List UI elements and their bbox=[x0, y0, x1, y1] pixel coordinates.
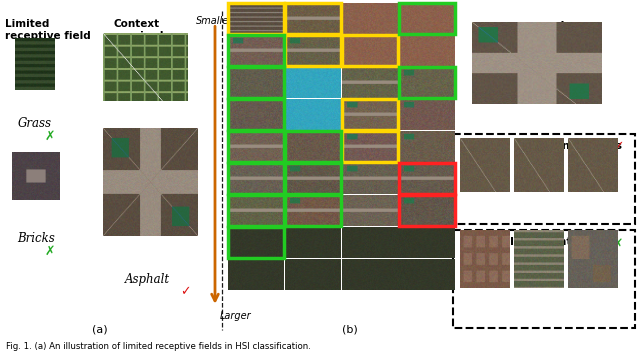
Text: Relevant Tokens: Relevant Tokens bbox=[520, 141, 622, 151]
Text: (a): (a) bbox=[92, 325, 108, 335]
Text: Asphalt: Asphalt bbox=[124, 273, 170, 286]
Text: ✗: ✗ bbox=[45, 130, 55, 143]
Text: ✓: ✓ bbox=[180, 141, 190, 154]
Text: Query Toekn: Query Toekn bbox=[493, 21, 576, 34]
Text: (b): (b) bbox=[342, 325, 358, 335]
Text: Limited
receptive field: Limited receptive field bbox=[5, 19, 91, 41]
Text: Bricks: Bricks bbox=[17, 232, 55, 245]
Text: ✗: ✗ bbox=[612, 237, 623, 251]
Text: Irrelevant Tokens: Irrelevant Tokens bbox=[510, 237, 618, 247]
Text: Grass: Grass bbox=[18, 117, 52, 130]
Text: Larger: Larger bbox=[220, 311, 252, 321]
Text: ✗: ✗ bbox=[45, 245, 55, 258]
FancyBboxPatch shape bbox=[453, 230, 635, 328]
Text: Context
required: Context required bbox=[113, 19, 163, 41]
Text: ✓: ✓ bbox=[612, 141, 623, 154]
FancyBboxPatch shape bbox=[453, 134, 635, 224]
Text: Smaller: Smaller bbox=[196, 16, 234, 26]
Text: Tennis court: Tennis court bbox=[109, 128, 184, 141]
Text: ✓: ✓ bbox=[180, 285, 190, 299]
Text: Fig. 1. (a) An illustration of limited receptive fields in HSI classification.: Fig. 1. (a) An illustration of limited r… bbox=[6, 342, 311, 351]
